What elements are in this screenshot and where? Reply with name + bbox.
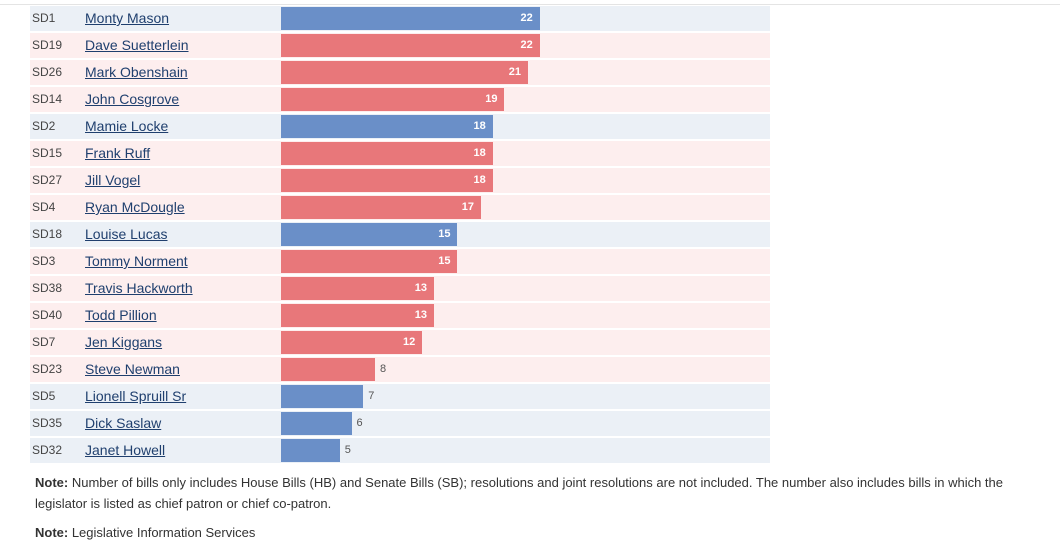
bar-value-label: 18	[473, 147, 486, 159]
table-row: SD15 Frank Ruff 18	[30, 141, 770, 166]
bar-value-label: 13	[414, 309, 427, 321]
row-background	[30, 438, 770, 463]
legislator-link[interactable]: Frank Ruff	[85, 145, 151, 161]
table-row: SD40 Todd Pillion 13	[30, 303, 770, 328]
note-text: Legislative Information Services	[68, 525, 256, 540]
table-row: SD4 Ryan McDougle 17	[30, 195, 770, 220]
district-label: SD3	[32, 254, 56, 268]
district-label: SD23	[32, 362, 63, 376]
legislator-link[interactable]: Steve Newman	[85, 361, 180, 377]
legislator-link[interactable]: Ryan McDougle	[85, 199, 185, 215]
bar-value-label: 22	[520, 39, 533, 51]
district-label: SD32	[32, 443, 63, 457]
note-text: Number of bills only includes House Bill…	[35, 475, 1004, 511]
table-row: SD1 Monty Mason 22	[30, 6, 770, 31]
table-row: SD14 John Cosgrove 19	[30, 87, 770, 112]
note-source: Note: Legislative Information Services	[35, 522, 255, 543]
bar	[281, 61, 528, 84]
row-background	[30, 411, 770, 436]
district-label: SD26	[32, 65, 63, 79]
bar-value-label: 7	[368, 390, 375, 402]
bar	[281, 439, 340, 462]
table-row: SD27 Jill Vogel 18	[30, 168, 770, 193]
note-label: Note:	[35, 475, 69, 490]
bar-value-label: 13	[414, 282, 427, 294]
legislator-link[interactable]: Lionell Spruill Sr	[85, 388, 187, 404]
bar	[281, 385, 364, 408]
legislator-link[interactable]: Monty Mason	[85, 10, 170, 26]
district-label: SD18	[32, 227, 63, 241]
bar-value-label: 19	[485, 93, 498, 105]
bar	[281, 34, 540, 57]
table-row: SD7 Jen Kiggans 12	[30, 330, 770, 355]
bar	[281, 115, 493, 138]
legislator-link[interactable]: Mamie Locke	[85, 118, 169, 134]
legislator-link[interactable]: Mark Obenshain	[85, 64, 188, 80]
bar-value-label: 22	[520, 12, 533, 24]
table-row: SD2 Mamie Locke 18	[30, 114, 770, 139]
bar-value-label: 21	[508, 66, 521, 78]
bar	[281, 223, 458, 246]
district-label: SD40	[32, 308, 63, 322]
bar-value-label: 5	[344, 444, 351, 456]
legislator-link[interactable]: Dick Saslaw	[85, 415, 162, 431]
bar	[281, 304, 434, 327]
legislator-link[interactable]: John Cosgrove	[85, 91, 180, 107]
bar-value-label: 6	[356, 417, 363, 429]
bar	[281, 277, 434, 300]
district-label: SD15	[32, 146, 63, 160]
top-divider	[0, 4, 1060, 5]
legislator-link[interactable]: Jill Vogel	[85, 172, 141, 188]
district-label: SD19	[32, 38, 63, 52]
bar	[281, 88, 505, 111]
bar	[281, 358, 375, 381]
table-row: SD23 Steve Newman 8	[30, 357, 770, 382]
table-row: SD5 Lionell Spruill Sr 7	[30, 384, 770, 409]
bar-value-label: 18	[473, 120, 486, 132]
legislator-link[interactable]: Tommy Norment	[85, 253, 188, 269]
bar-chart: SD1 Monty Mason 22 SD19 Dave Suetterlein 22 SD…	[30, 6, 770, 465]
legislator-link[interactable]: Janet Howell	[85, 442, 166, 458]
district-label: SD1	[32, 11, 56, 25]
legislator-link[interactable]: Dave Suetterlein	[85, 37, 189, 53]
district-label: SD2	[32, 119, 56, 133]
bar-value-label: 8	[380, 363, 387, 375]
bar	[281, 7, 540, 30]
row-background	[30, 357, 770, 382]
table-row: SD35 Dick Saslaw 6	[30, 411, 770, 436]
bar	[281, 331, 422, 354]
district-label: SD27	[32, 173, 63, 187]
legislator-link[interactable]: Louise Lucas	[85, 226, 168, 242]
table-row: SD3 Tommy Norment 15	[30, 249, 770, 274]
bar	[281, 412, 352, 435]
table-row: SD18 Louise Lucas 15	[30, 222, 770, 247]
district-label: SD38	[32, 281, 63, 295]
district-label: SD35	[32, 416, 63, 430]
district-label: SD4	[32, 200, 56, 214]
bar	[281, 142, 493, 165]
bar-value-label: 15	[438, 255, 451, 267]
row-background	[30, 384, 770, 409]
bar	[281, 196, 481, 219]
table-row: SD19 Dave Suetterlein 22	[30, 33, 770, 58]
legislator-link[interactable]: Todd Pillion	[85, 307, 157, 323]
table-row: SD32 Janet Howell 5	[30, 438, 770, 463]
district-label: SD7	[32, 335, 56, 349]
bar	[281, 250, 458, 273]
district-label: SD14	[32, 92, 63, 106]
bar-value-label: 12	[403, 336, 416, 348]
bar-value-label: 15	[438, 228, 451, 240]
table-row: SD26 Mark Obenshain 21	[30, 60, 770, 85]
district-label: SD5	[32, 389, 56, 403]
note-bill-count: Note: Number of bills only includes Hous…	[35, 472, 1050, 514]
note-label: Note:	[35, 525, 69, 540]
table-row: SD38 Travis Hackworth 13	[30, 276, 770, 301]
legislator-link[interactable]: Travis Hackworth	[85, 280, 193, 296]
bar-value-label: 18	[473, 174, 486, 186]
bar	[281, 169, 493, 192]
bar-value-label: 17	[461, 201, 474, 213]
legislator-link[interactable]: Jen Kiggans	[85, 334, 163, 350]
